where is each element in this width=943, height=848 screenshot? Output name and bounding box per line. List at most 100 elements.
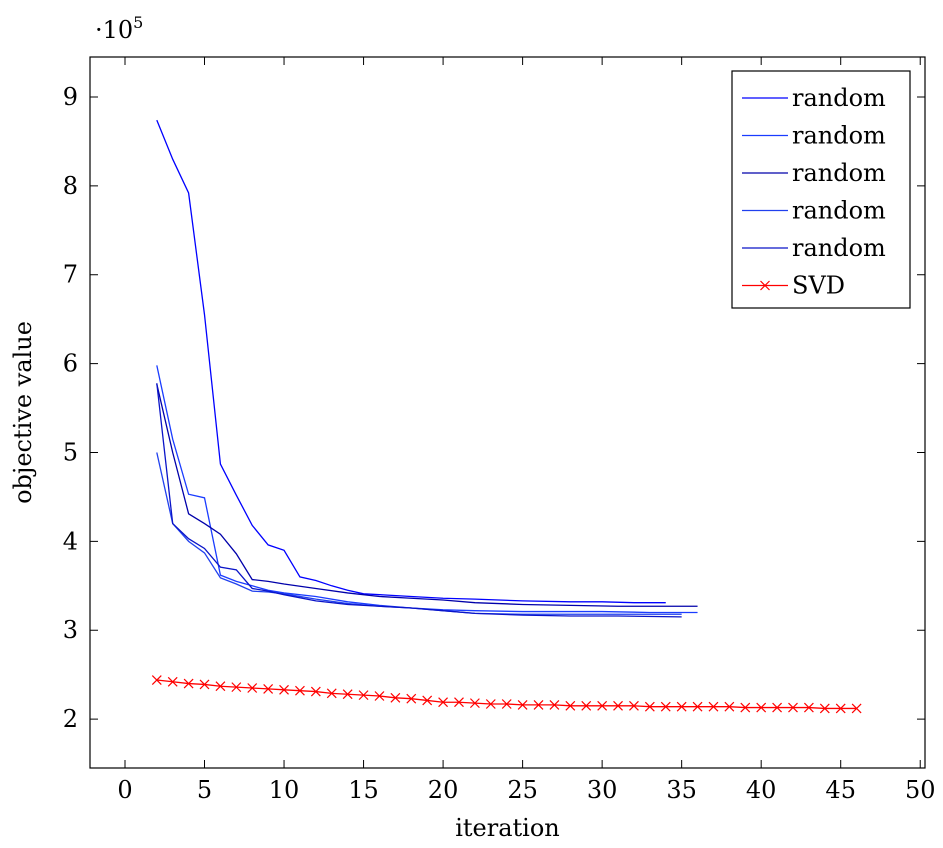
series-3-random	[156, 452, 682, 615]
series-line	[156, 383, 682, 618]
data-point-marker	[629, 700, 639, 711]
series-5-svd	[151, 675, 862, 714]
y-tick-label: 9	[63, 83, 78, 111]
legend: random random random random random SVD	[731, 70, 911, 309]
y-axis-label: objective value	[9, 321, 37, 504]
data-point-marker	[406, 693, 417, 704]
data-point-marker	[517, 699, 528, 710]
legend-label: SVD	[792, 272, 845, 300]
data-point-marker	[215, 681, 226, 692]
data-point-marker	[676, 701, 687, 712]
legend-entry: random	[742, 122, 886, 150]
plot-area-frame	[89, 56, 926, 769]
x-tick-label: 45	[825, 776, 856, 804]
y-tick-label: 4	[63, 527, 78, 555]
data-point-marker	[358, 690, 369, 701]
data-point-marker	[390, 692, 401, 703]
legend-label: random	[792, 122, 886, 150]
x-tick-label: 5	[197, 776, 212, 804]
legend-marker	[760, 280, 770, 291]
y-tick-label: 2	[63, 705, 78, 733]
legend-entry: SVD	[742, 272, 845, 300]
legend-label: random	[792, 84, 886, 112]
data-point-marker	[247, 683, 258, 693]
series-line	[156, 365, 698, 614]
x-tick-label: 30	[587, 776, 618, 804]
data-point-marker	[183, 678, 194, 689]
data-point-marker	[740, 702, 751, 713]
data-point-marker	[231, 682, 242, 693]
data-point-marker	[374, 691, 385, 701]
data-point-marker	[772, 702, 783, 713]
x-tick-label: 25	[507, 776, 538, 804]
legend-box	[731, 70, 911, 309]
legend-label: random	[792, 234, 886, 262]
legend-label: random	[792, 159, 886, 187]
y-tick-label: 5	[63, 438, 78, 466]
legend-label: random	[792, 197, 886, 225]
series-2-random	[156, 383, 698, 607]
data-point-marker	[788, 702, 798, 713]
data-point-marker	[756, 702, 767, 713]
data-point-marker	[597, 700, 608, 711]
ticks-layer	[90, 57, 925, 768]
data-point-marker	[724, 701, 735, 712]
data-point-marker	[644, 701, 655, 712]
x-tick-label: 35	[666, 776, 697, 804]
y-axis-multiplier: ·105	[95, 13, 143, 44]
series-4-random	[156, 383, 682, 618]
x-tick-label: 20	[428, 776, 459, 804]
data-point-marker	[422, 695, 433, 706]
legend-entry: random	[742, 234, 886, 262]
x-tick-label: 10	[269, 776, 300, 804]
data-point-marker	[279, 684, 289, 695]
data-point-marker	[533, 699, 544, 710]
data-point-marker	[565, 700, 576, 711]
y-axis-multiplier-exponent: 5	[133, 13, 143, 32]
legend-entry: random	[742, 159, 886, 187]
x-tick-label: 15	[348, 776, 379, 804]
data-point-marker	[485, 699, 496, 709]
data-point-marker	[310, 686, 321, 697]
legend-entry: random	[742, 84, 886, 112]
data-point-marker	[263, 683, 274, 694]
x-tick-label: 40	[746, 776, 777, 804]
data-point-marker	[167, 676, 178, 687]
data-point-marker	[326, 688, 337, 699]
x-axis-label: iteration	[455, 814, 560, 842]
legend-entry: random	[742, 197, 886, 225]
data-point-marker	[660, 701, 671, 712]
x-tick-label: 0	[117, 776, 132, 804]
series-1-random	[156, 365, 698, 614]
data-point-marker	[549, 699, 560, 710]
y-tick-label: 7	[63, 261, 78, 289]
data-point-marker	[581, 700, 592, 711]
data-point-marker	[819, 703, 830, 714]
data-point-marker	[501, 699, 512, 709]
data-point-marker	[199, 679, 210, 690]
series-0-random	[156, 119, 666, 604]
x-tick-label: 50	[905, 776, 936, 804]
data-point-marker	[454, 697, 464, 708]
y-tick-label: 3	[63, 616, 78, 644]
data-point-marker	[438, 697, 449, 708]
y-axis-multiplier-base: ·10	[95, 16, 133, 44]
data-point-marker	[708, 701, 719, 712]
data-point-marker	[803, 702, 814, 713]
y-tick-label: 8	[63, 172, 78, 200]
series-line	[156, 383, 698, 607]
data-point-marker	[835, 703, 846, 714]
data-point-marker	[342, 689, 353, 700]
data-point-marker	[692, 701, 703, 712]
data-point-marker	[469, 698, 480, 709]
data-point-marker	[151, 675, 162, 685]
series-line	[156, 119, 666, 604]
data-point-marker	[295, 685, 305, 696]
y-tick-label: 6	[63, 350, 78, 378]
data-point-marker	[613, 700, 623, 711]
series-layer	[151, 119, 862, 714]
series-line	[156, 452, 682, 615]
data-point-marker	[851, 703, 862, 714]
